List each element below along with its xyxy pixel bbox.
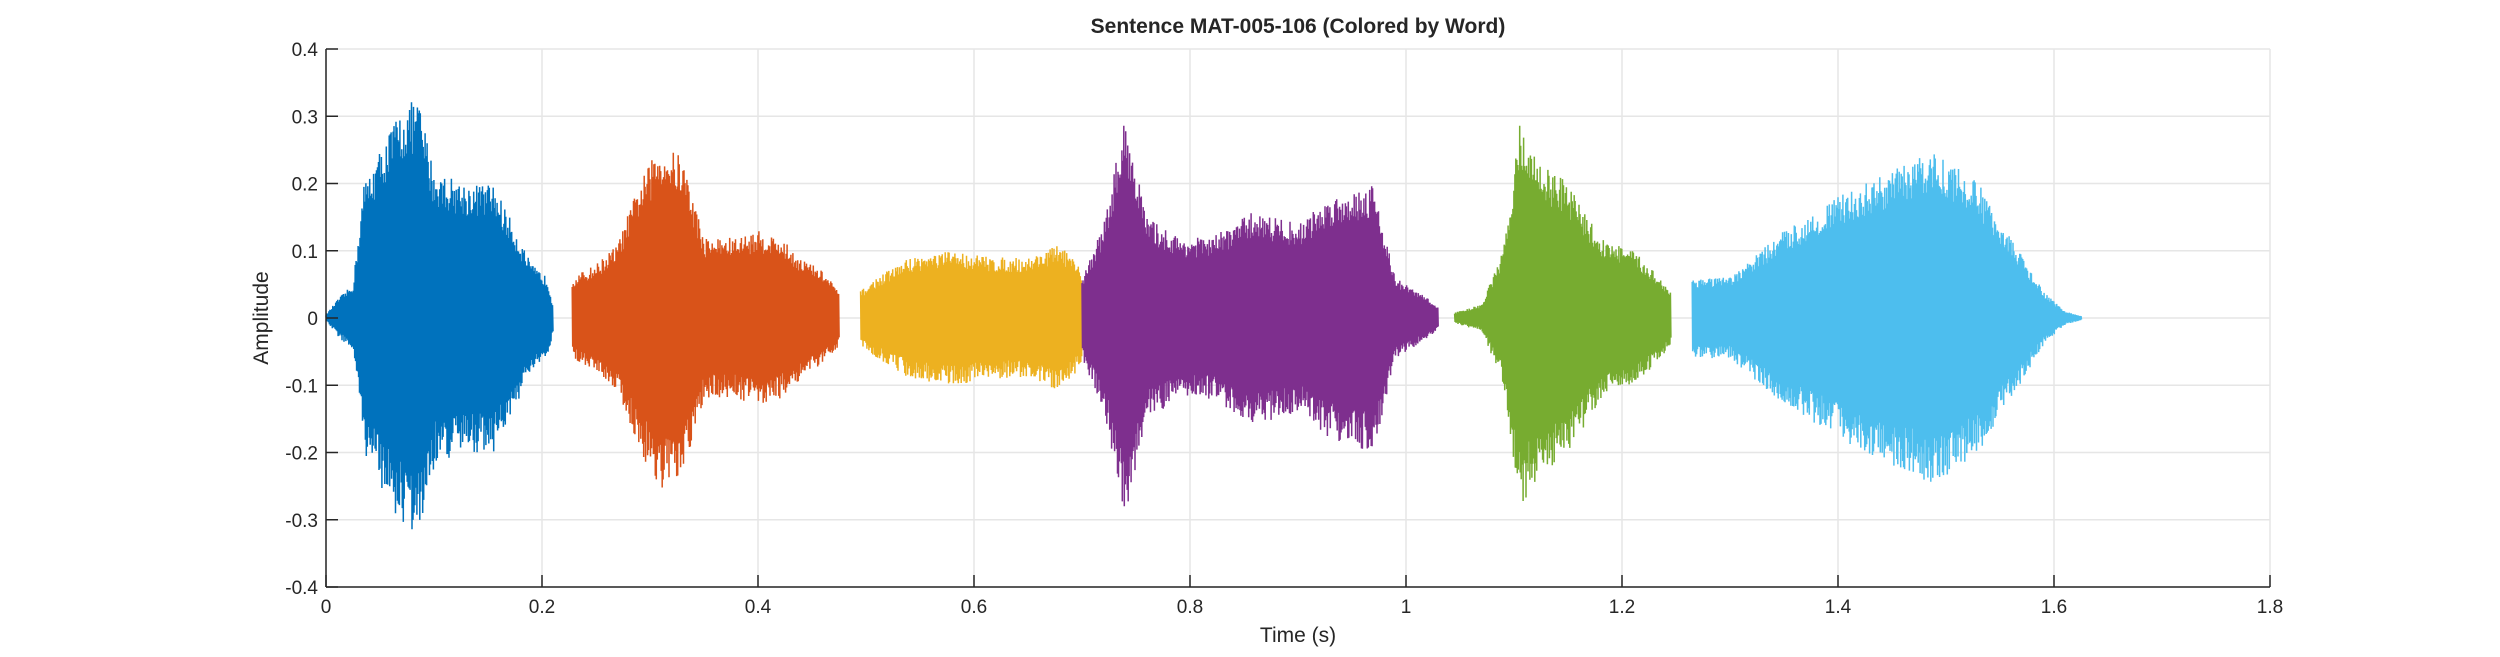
x-tick-label: 1	[1401, 597, 1412, 618]
y-tick-label: 0.3	[292, 107, 318, 128]
x-tick-label: 0.4	[745, 597, 772, 618]
x-tick-label: 0	[321, 597, 332, 618]
y-tick-label: -0.4	[285, 578, 318, 599]
x-tick-label: 1.6	[2041, 597, 2067, 618]
chart-title: Sentence MAT-005-106 (Colored by Word)	[1091, 15, 1506, 38]
y-tick-label: 0.2	[292, 175, 318, 196]
y-tick-label: 0.1	[292, 242, 318, 263]
waveform-word-1	[325, 102, 554, 530]
y-tick-label: 0	[307, 309, 318, 330]
waveform-word-5	[1453, 125, 1672, 502]
waveform-word-6	[1691, 154, 2083, 482]
tick-labels: 0 0.2 0.4 0.6 0.8 1 1.2 1.4 1.6 1.80.40.30.20.10-…	[285, 40, 2283, 618]
y-tick-label: -0.3	[285, 511, 318, 532]
waveform-word-2	[571, 152, 840, 488]
y-tick-label: -0.1	[285, 376, 318, 397]
x-tick-label: 1.8	[2257, 597, 2283, 618]
x-tick-label: 1.2	[1609, 597, 1635, 618]
axes	[325, 48, 2271, 588]
y-tick-label: 0.4	[292, 40, 319, 61]
waveform-series	[325, 102, 2083, 530]
x-tick-label: 0.6	[961, 597, 987, 618]
x-tick-label: 0.2	[529, 597, 555, 618]
y-axis-label: Amplitude	[250, 271, 273, 364]
x-tick-label: 1.4	[1825, 597, 1852, 618]
x-axis-label: Time (s)	[1260, 624, 1336, 647]
waveform-word-4	[1081, 125, 1439, 507]
y-tick-label: -0.2	[285, 444, 318, 465]
waveform-word-3	[859, 246, 1083, 389]
x-tick-label: 0.8	[1177, 597, 1203, 618]
